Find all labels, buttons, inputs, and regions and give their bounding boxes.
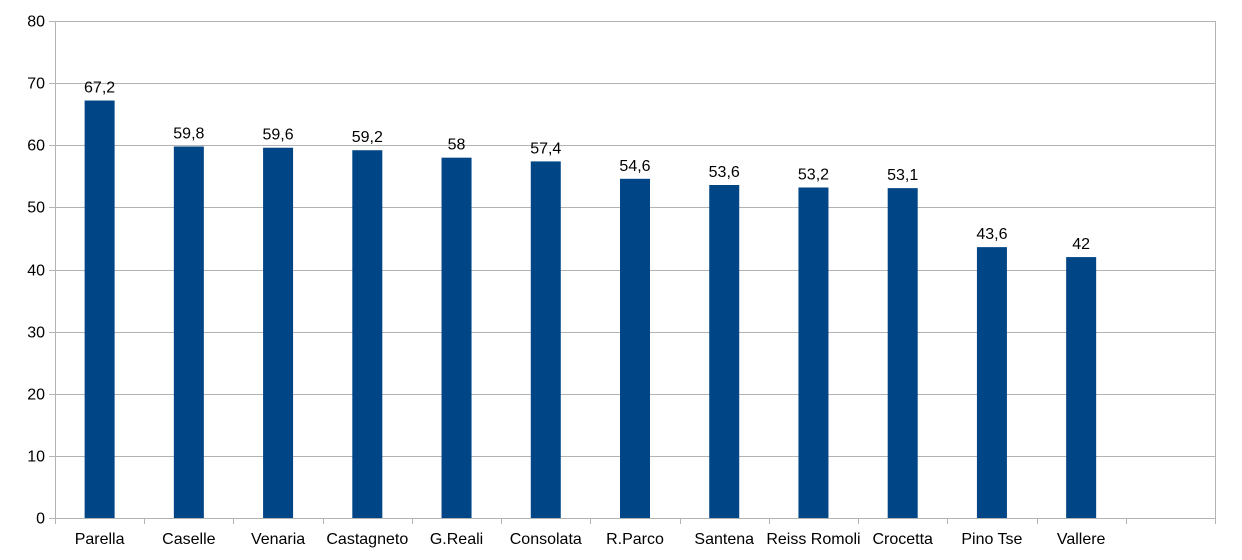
- data-label: 57,4: [530, 140, 561, 157]
- bar: [263, 147, 294, 519]
- bars: [84, 100, 1097, 519]
- category-label: G.Reali: [430, 531, 483, 548]
- bar: [976, 247, 1007, 518]
- data-labels: 67,2 59,8 59,6 59,2 58 57,4 54,6 53,6 53,2 53,1 43…: [84, 80, 1090, 254]
- bar: [620, 178, 650, 519]
- bar: [709, 185, 740, 518]
- data-label: 43,6: [976, 226, 1007, 243]
- y-tick-label: 20: [27, 387, 45, 404]
- y-tick-label: 30: [27, 325, 45, 342]
- data-label: 53,1: [887, 167, 918, 184]
- data-label: 59,2: [352, 129, 383, 146]
- category-label: R.Parco: [606, 531, 664, 548]
- bar: [441, 157, 472, 519]
- bar: [887, 188, 918, 518]
- x-axis: Parella Caselle Venaria Castagneto G.Reali Co…: [55, 518, 1216, 548]
- bar: [530, 161, 561, 518]
- category-label: Parella: [75, 531, 125, 548]
- y-axis-ticks: 0 10 20 30 40 50 60 70 80: [27, 14, 55, 528]
- category-label: Crocetta: [872, 531, 933, 548]
- data-label: 59,6: [263, 127, 294, 144]
- data-label: 59,8: [173, 125, 204, 142]
- data-label: 53,2: [798, 166, 829, 183]
- data-label: 58: [448, 137, 466, 154]
- y-tick-label: 10: [27, 449, 45, 466]
- y-tick-label: 80: [27, 14, 45, 31]
- data-label: 54,6: [619, 158, 650, 175]
- category-label: Castagneto: [326, 531, 408, 548]
- category-label: Consolata: [510, 531, 582, 548]
- y-tick-label: 50: [27, 200, 45, 217]
- bar: [798, 187, 829, 518]
- y-tick-label: 60: [27, 138, 45, 155]
- data-label: 53,6: [709, 164, 740, 181]
- bar: [173, 146, 204, 518]
- bar: [352, 150, 383, 518]
- bar: [1066, 257, 1097, 518]
- category-label: Vallere: [1057, 531, 1106, 548]
- data-label: 42: [1072, 236, 1090, 253]
- bar: [84, 100, 115, 519]
- y-tick-label: 0: [36, 511, 45, 528]
- y-tick-label: 40: [27, 263, 45, 280]
- data-label: 67,2: [84, 80, 115, 97]
- category-label: Caselle: [162, 531, 215, 548]
- category-label: Santena: [694, 531, 754, 548]
- category-label: Pino Tse: [961, 531, 1022, 548]
- category-label: Reiss Romoli: [766, 531, 860, 548]
- category-label: Venaria: [251, 531, 305, 548]
- y-tick-label: 70: [27, 76, 45, 93]
